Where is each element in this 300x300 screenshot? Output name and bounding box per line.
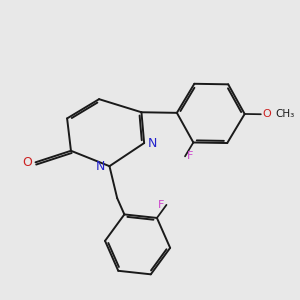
Text: N: N	[148, 136, 158, 150]
Text: CH₃: CH₃	[275, 109, 295, 119]
Text: F: F	[158, 200, 164, 210]
Text: O: O	[263, 109, 272, 119]
Text: N: N	[96, 160, 106, 173]
Text: F: F	[187, 151, 193, 161]
Text: O: O	[22, 156, 32, 169]
